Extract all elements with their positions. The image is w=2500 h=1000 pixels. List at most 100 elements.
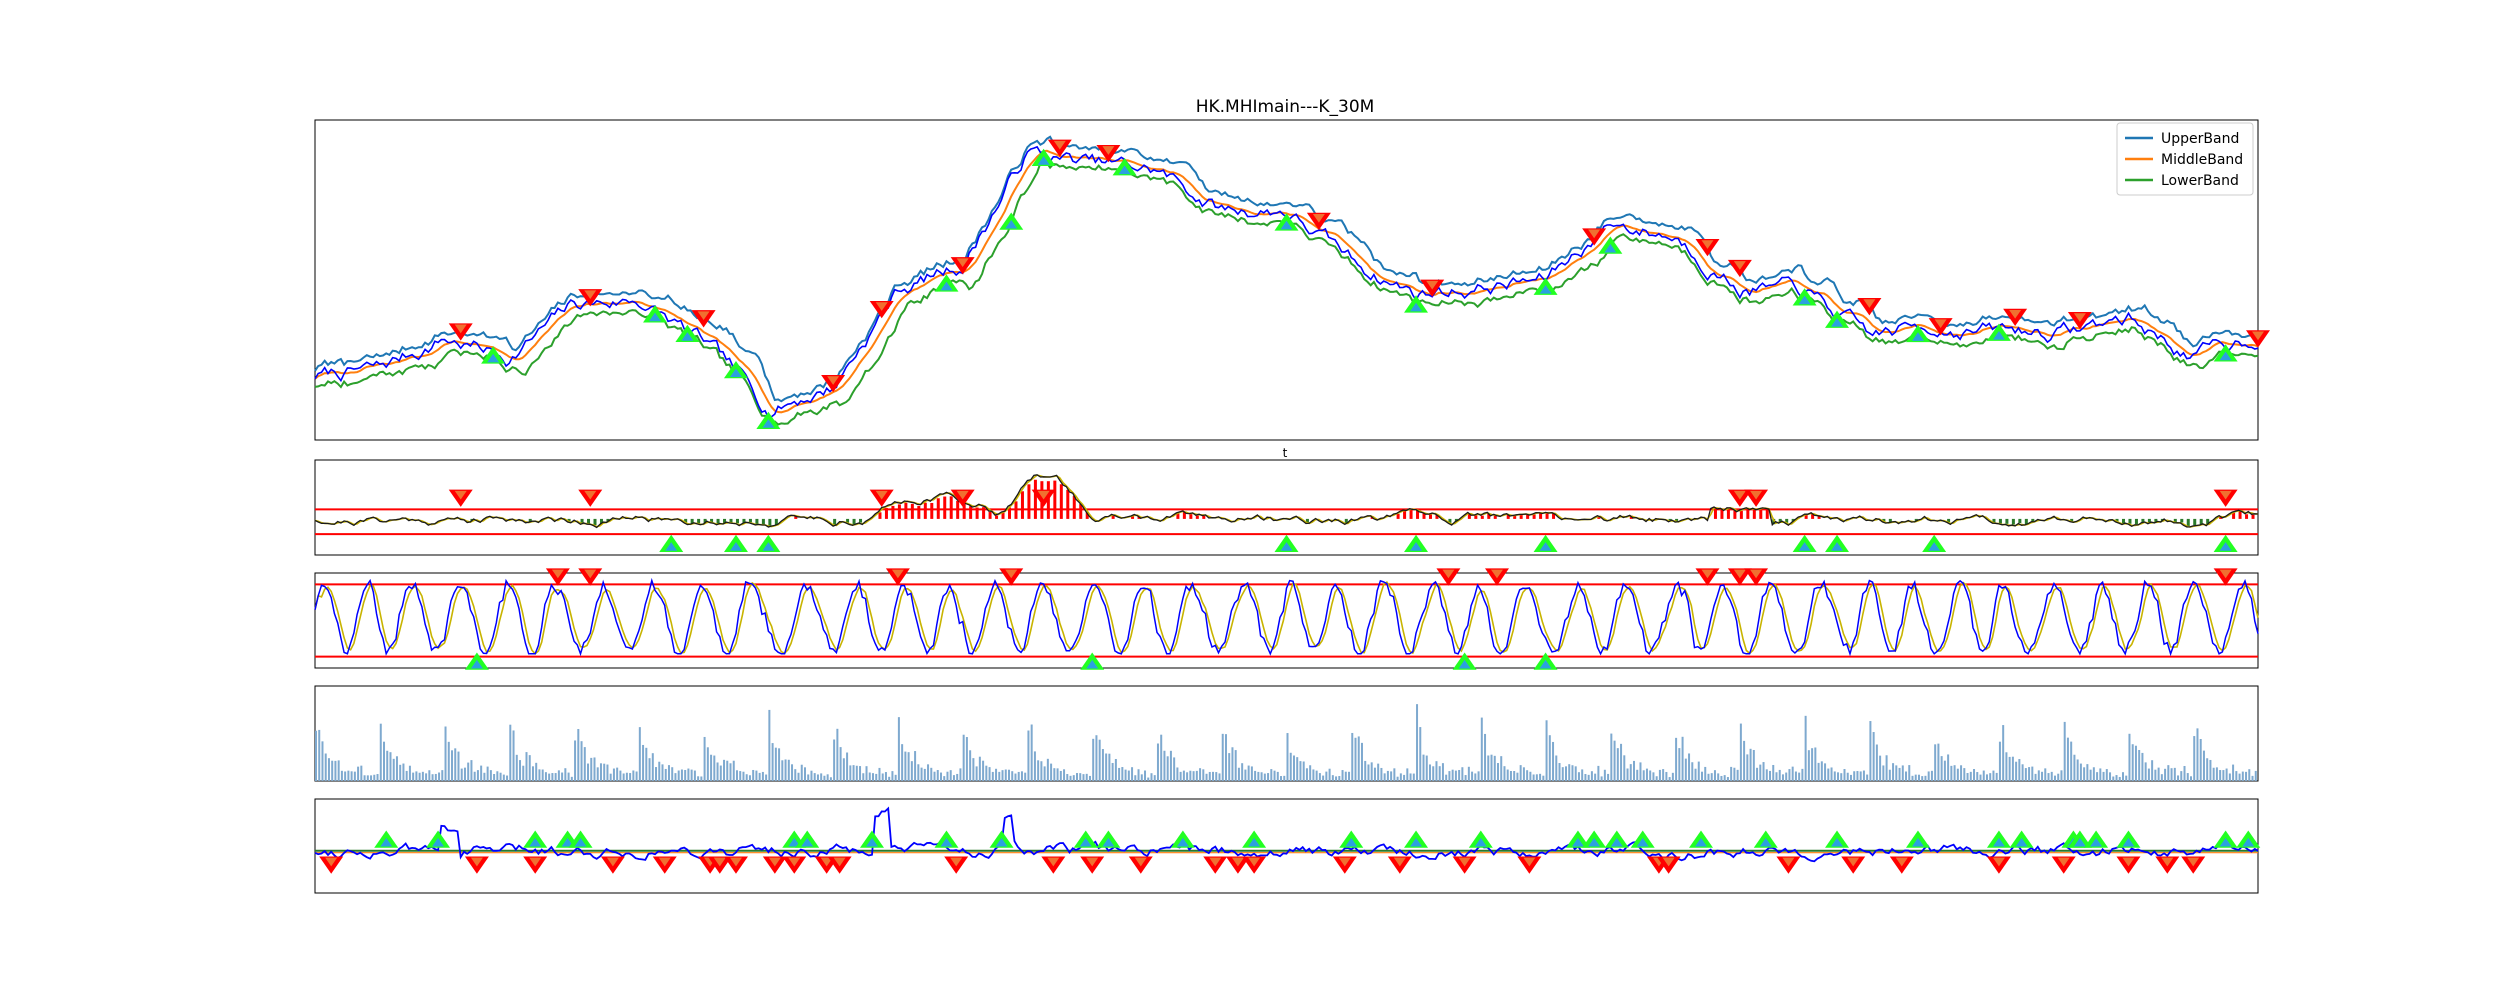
volume-bar [321, 741, 324, 781]
volume-bar [1882, 765, 1885, 781]
volume-bar [1956, 768, 1959, 781]
histogram-bar [1720, 509, 1724, 519]
volume-bar [2112, 776, 2115, 781]
volume-bar [431, 774, 434, 781]
volume-bar [735, 770, 738, 781]
volume-bar [1357, 736, 1360, 781]
volume-bar [2047, 773, 2050, 781]
histogram-bar [1409, 509, 1413, 519]
volume-bar [1441, 763, 1444, 781]
buy-signal-marker-core [1928, 542, 1941, 551]
histogram-bar [1526, 514, 1530, 519]
volume-bar [1963, 768, 1966, 781]
histogram-bar [742, 518, 746, 523]
histogram-bar [2011, 518, 2015, 525]
volume-bar [1917, 774, 1920, 781]
histogram-bar [1344, 518, 1348, 524]
volume-bar [975, 766, 978, 781]
volume-bar [2209, 759, 2212, 781]
buy-signal-marker-core [432, 837, 445, 847]
volume-bar [2219, 770, 2222, 781]
volume-bar [1914, 774, 1917, 781]
histogram-bar [710, 518, 714, 523]
volume-bar [1377, 763, 1380, 781]
volume-bar [506, 775, 509, 781]
volume-bar [871, 773, 874, 781]
volume-bar [1383, 773, 1386, 781]
histogram-bar [1914, 518, 1918, 522]
volume-bar [2044, 768, 2047, 781]
volume-bar [1548, 735, 1551, 781]
buy-signal-marker-core [1911, 837, 1924, 847]
volume-bar [1665, 771, 1668, 781]
volume-bar [2034, 773, 2037, 781]
panel-2-subtitle: t [1283, 446, 1288, 460]
volume-bar [1785, 772, 1788, 781]
volume-bar [2186, 773, 2189, 781]
volume-bar [551, 773, 554, 781]
volume-bar [959, 768, 962, 781]
histogram-bar [1066, 489, 1070, 519]
buy-signal-marker-core [649, 312, 662, 322]
volume-bar [1260, 772, 1263, 781]
histogram-bar [1416, 510, 1420, 519]
buy-signal-marker-core [1037, 156, 1050, 165]
volume-bar [1552, 741, 1555, 781]
histogram-bar [1435, 514, 1439, 519]
volume-bar [1892, 763, 1895, 781]
volume-bar [1286, 733, 1289, 781]
volume-bar [1063, 769, 1066, 781]
volume-bar [2083, 767, 2086, 781]
volume-bar [1386, 770, 1389, 781]
volume-bar [599, 763, 602, 781]
buy-signal-marker-core [2219, 837, 2232, 847]
volume-bar [1409, 773, 1412, 781]
sell-signal-marker-core [1733, 569, 1746, 579]
histogram-bar [1001, 512, 1005, 519]
volume-bar [1344, 771, 1347, 781]
volume-bar [2015, 761, 2018, 781]
volume-bar [1895, 765, 1898, 781]
volume-bar [671, 767, 674, 781]
volume-bar [726, 760, 729, 781]
volume-bar [1224, 734, 1227, 781]
histogram-bar [1817, 515, 1821, 519]
volume-bar [642, 744, 645, 781]
volume-bar [512, 730, 515, 781]
histogram-bar [1053, 480, 1057, 519]
volume-bar [1587, 774, 1590, 781]
volume-bar [438, 772, 441, 781]
volume-bar [1817, 762, 1820, 781]
volume-bar [2096, 772, 2099, 781]
histogram-bar [878, 512, 882, 519]
volume-bar [1348, 771, 1351, 781]
volume-bar [2070, 741, 2073, 781]
histogram-bar [2005, 518, 2009, 524]
volume-bar [337, 760, 340, 781]
buy-signal-marker-core [762, 419, 775, 428]
volume-bar [1827, 768, 1830, 781]
buy-signal-marker-core [1539, 659, 1552, 669]
volume-bar [1292, 755, 1295, 781]
volume-bar [761, 771, 764, 781]
volume-bar [2228, 773, 2231, 781]
volume-bar [1192, 771, 1195, 781]
histogram-bar [2154, 518, 2158, 523]
histogram-bar [969, 506, 973, 519]
sell-signal-marker-core [1442, 569, 1455, 579]
histogram-bar [949, 496, 953, 519]
volume-bar [1969, 771, 1972, 781]
volume-bar [434, 773, 437, 781]
buy-signal-marker-core [529, 837, 542, 847]
volume-bar [499, 772, 502, 781]
volume-bar [2018, 759, 2021, 781]
histogram-bar [943, 496, 947, 519]
volume-bar [1114, 758, 1117, 781]
volume-bar [1979, 774, 1982, 781]
histogram-bar [859, 518, 863, 523]
volume-bar [1950, 765, 1953, 781]
volume-bar [1432, 766, 1435, 781]
volume-bar [1901, 765, 1904, 781]
volume-bar [1555, 755, 1558, 781]
volume-bar [891, 771, 894, 781]
